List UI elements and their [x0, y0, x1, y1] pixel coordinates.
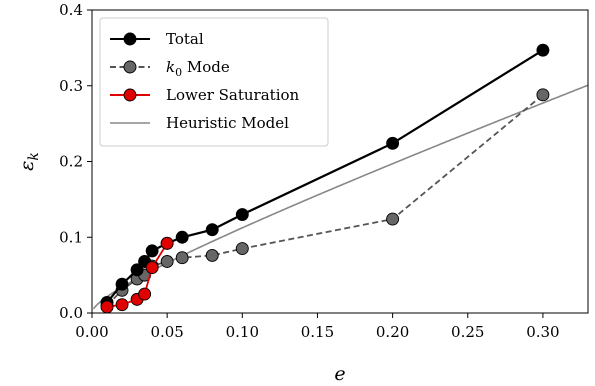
lower-saturation-point [145, 261, 159, 274]
axes: 0.00 0.05 0.10 0.15 0.20 0.25 0.30 0.0 0.1 0.2 0.3… [16, 1, 589, 385]
x-axis-label: e [334, 363, 345, 385]
total-point [130, 263, 144, 277]
y-axis-label: εk [16, 152, 42, 171]
total-point [175, 230, 189, 244]
k0-mode-point [160, 255, 174, 268]
k0-mode-point [536, 88, 550, 102]
k0-mode-point [386, 212, 400, 226]
lower-saturation-point [115, 298, 129, 312]
total-point [205, 223, 219, 237]
legend-total-marker [123, 32, 137, 46]
legend: Total k0 Mode Lower Saturation Heuristic Mo… [99, 17, 329, 147]
y-tick-label: 0.4 [59, 1, 83, 19]
legend-total-label: Total [166, 30, 204, 48]
legend-k0-mode-label: k0 Mode [166, 58, 230, 79]
legend-k0-mode-marker [123, 60, 137, 74]
x-tick-label: 0.15 [301, 323, 334, 341]
total-point [536, 43, 550, 57]
y-tick-label: 0.0 [59, 304, 83, 322]
y-tick-label: 0.2 [59, 153, 83, 171]
x-tick-label: 0.10 [226, 323, 259, 341]
total-point [145, 244, 159, 258]
x-tick-label: 0.30 [526, 323, 559, 341]
x-tick-label: 0.05 [150, 323, 183, 341]
total-point [235, 208, 249, 221]
k0-mode-point [205, 248, 219, 262]
legend-lower-saturation-marker [123, 88, 137, 102]
legend-box [99, 17, 329, 147]
x-tick-label: 0.25 [451, 323, 484, 341]
plot-area [92, 43, 588, 313]
legend-heuristic-model-label: Heuristic Model [166, 114, 289, 132]
x-tick-label: 0.20 [376, 323, 409, 341]
y-tick-label: 0.1 [59, 228, 83, 246]
lower-saturation-point [138, 287, 152, 301]
total-point [115, 277, 129, 291]
lower-saturation-point [160, 236, 174, 250]
k0-mode-point [175, 251, 189, 265]
y-tick-label: 0.3 [59, 77, 83, 95]
x-tick-label: 0.00 [75, 323, 108, 341]
lower-saturation-point [100, 300, 114, 313]
k0-mode-point [235, 242, 249, 256]
legend-lower-saturation-label: Lower Saturation [166, 86, 300, 104]
total-point [386, 136, 400, 150]
